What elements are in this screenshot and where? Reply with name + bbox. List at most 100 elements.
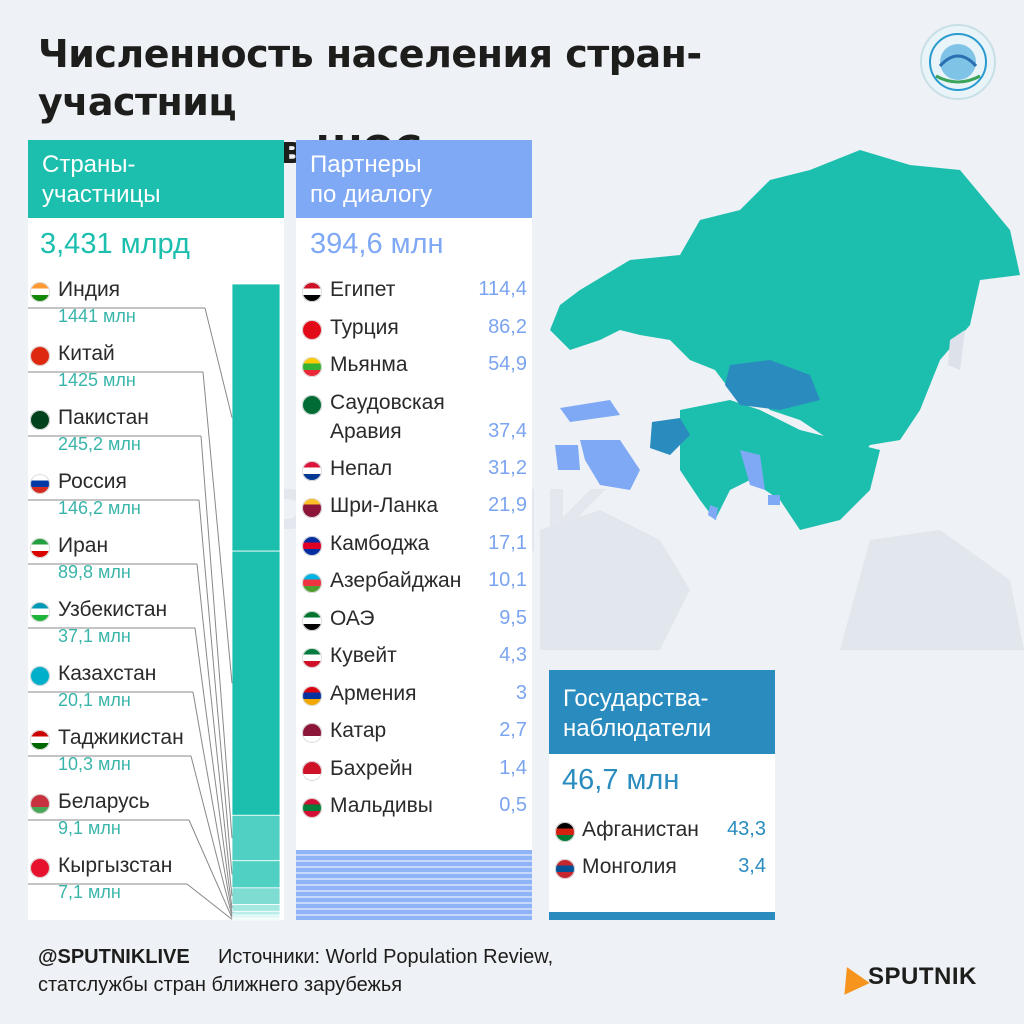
armenia-flag-icon bbox=[302, 685, 322, 706]
partner-value-12: 1,4 bbox=[499, 756, 527, 779]
observer-value-1: 3,4 bbox=[738, 855, 766, 877]
pakistan-flag-icon bbox=[30, 410, 50, 430]
member-value-8: 9,1 млн bbox=[58, 818, 121, 838]
partners-heading-line-2: по диалогу bbox=[310, 181, 433, 208]
partner-name-11: Катар bbox=[330, 719, 387, 742]
sri-lanka-flag-icon bbox=[302, 498, 322, 518]
member-name-3: Россия bbox=[58, 470, 127, 493]
sco-emblem bbox=[920, 24, 996, 100]
partner-value-9: 4,3 bbox=[499, 644, 527, 666]
member-bar-segment-0 bbox=[231, 283, 281, 552]
sco-logo-icon bbox=[929, 33, 987, 91]
member-name-9: Кыргызстан bbox=[58, 854, 173, 877]
partners-total: 394,6 млн bbox=[310, 228, 444, 260]
partner-value-1: 86,2 bbox=[488, 315, 527, 338]
member-leader-diag-0 bbox=[204, 307, 233, 418]
member-leader-diag-1 bbox=[202, 371, 233, 684]
member-value-4: 89,8 млн bbox=[58, 562, 131, 582]
belarus-flag-icon bbox=[30, 794, 50, 814]
member-bar-segment-4 bbox=[231, 887, 281, 905]
afghanistan-flag-icon bbox=[555, 822, 575, 842]
azerbaijan-flag-icon bbox=[302, 573, 322, 593]
member-value-3: 146,2 млн bbox=[58, 498, 141, 518]
member-leader-diag-9 bbox=[186, 883, 233, 920]
partner-name2-3: Аравия bbox=[330, 419, 402, 443]
member-leader-diag-8 bbox=[188, 819, 233, 919]
footer-sources-line-1: Источники: World Population Review, bbox=[218, 946, 554, 968]
member-value-7: 10,3 млн bbox=[58, 754, 131, 774]
partners-srilanka bbox=[708, 505, 718, 520]
member-bar-segment-2 bbox=[231, 814, 281, 862]
partner-value-4: 31,2 bbox=[488, 456, 527, 479]
partners-arabia bbox=[580, 440, 640, 490]
partners-cambodia bbox=[768, 495, 780, 505]
cambodia-flag-icon bbox=[302, 535, 322, 556]
kuwait-flag-icon bbox=[302, 648, 322, 668]
members-heading-line-1: Страны- bbox=[42, 151, 136, 178]
observer-name-0: Афганистан bbox=[582, 818, 699, 841]
nepal-flag-icon bbox=[302, 460, 322, 481]
observers-heading-line-1: Государства- bbox=[563, 685, 709, 712]
partner-name-1: Турция bbox=[330, 315, 399, 339]
partner-name-10: Армения bbox=[330, 681, 417, 705]
partners-bar-stripes bbox=[296, 850, 532, 920]
partner-value-3: 37,4 bbox=[488, 419, 527, 442]
turkey-flag-icon bbox=[302, 319, 322, 340]
saudi-arabia-flag-icon bbox=[302, 394, 322, 415]
member-value-2: 245,2 млн bbox=[58, 434, 141, 454]
partners-panel bbox=[296, 140, 532, 920]
iran-flag-icon bbox=[30, 538, 50, 558]
member-leader-diag-4 bbox=[196, 563, 233, 897]
observers-total: 46,7 млн bbox=[562, 764, 680, 796]
member-value-5: 37,1 млн bbox=[58, 626, 131, 646]
mongolia-region bbox=[725, 360, 820, 410]
partner-name-8: ОАЭ bbox=[330, 606, 375, 630]
kyrgyzstan-flag-icon bbox=[30, 858, 50, 878]
maldives-flag-icon bbox=[302, 798, 322, 818]
partners-heading: Партнеры по диалогу bbox=[296, 140, 532, 218]
partner-name-4: Непал bbox=[330, 456, 393, 480]
partner-name-6: Камбоджа bbox=[330, 531, 430, 555]
member-bar-segment-1 bbox=[231, 550, 281, 816]
kazakhstan-flag-icon bbox=[30, 666, 50, 686]
partner-value-10: 3 bbox=[515, 681, 527, 704]
partner-name-13: Мальдивы bbox=[330, 794, 433, 817]
partner-value-2: 54,9 bbox=[488, 353, 527, 375]
world-map bbox=[540, 150, 1024, 650]
member-leader-diag-2 bbox=[200, 435, 233, 839]
member-bar-segment-5 bbox=[231, 904, 281, 912]
member-value-6: 20,1 млн bbox=[58, 690, 131, 710]
sputnik-logo-icon bbox=[834, 961, 870, 995]
mongolia-flag-icon bbox=[555, 859, 575, 879]
partner-value-0: 114,4 bbox=[478, 278, 527, 300]
footer-sources-line-2: статслужбы стран ближнего зарубежья bbox=[38, 974, 403, 996]
partner-name-3: Саудовская bbox=[330, 390, 445, 414]
members-region bbox=[550, 150, 1020, 470]
member-leader-diag-7 bbox=[190, 755, 233, 917]
partner-value-6: 17,1 bbox=[488, 531, 527, 554]
observers-list bbox=[0, 0, 1, 1]
member-value-9: 7,1 млн bbox=[58, 882, 121, 902]
member-name-2: Пакистан bbox=[58, 406, 149, 429]
member-name-6: Казахстан bbox=[58, 662, 157, 685]
partner-name-12: Бахрейн bbox=[330, 756, 413, 780]
partners-egypt bbox=[555, 445, 580, 470]
member-name-0: Индия bbox=[58, 278, 121, 301]
footer-handle: @SPUTNIKLIVE bbox=[38, 946, 190, 968]
partner-value-7: 10,1 bbox=[488, 569, 527, 591]
title-line-1: Численность населения стран-участниц bbox=[38, 32, 702, 124]
partner-name-5: Шри-Ланка bbox=[330, 494, 439, 517]
uae-flag-icon bbox=[302, 610, 322, 631]
uzbekistan-flag-icon bbox=[30, 602, 50, 622]
observers-heading: Государства- наблюдатели bbox=[549, 670, 775, 754]
partners-myanmar bbox=[740, 450, 765, 490]
member-leader-diag-5 bbox=[194, 627, 233, 908]
partner-name-7: Азербайджан bbox=[330, 569, 462, 592]
member-leader-diag-3 bbox=[198, 499, 233, 875]
tajikistan-flag-icon bbox=[30, 730, 50, 750]
partners-turkey bbox=[560, 400, 620, 422]
sputnik-brand: SPUTNIK bbox=[868, 963, 977, 990]
observer-name-1: Монголия bbox=[582, 855, 677, 878]
partner-name-2: Мьянма bbox=[330, 353, 408, 376]
member-bar-segment-6 bbox=[231, 910, 281, 916]
